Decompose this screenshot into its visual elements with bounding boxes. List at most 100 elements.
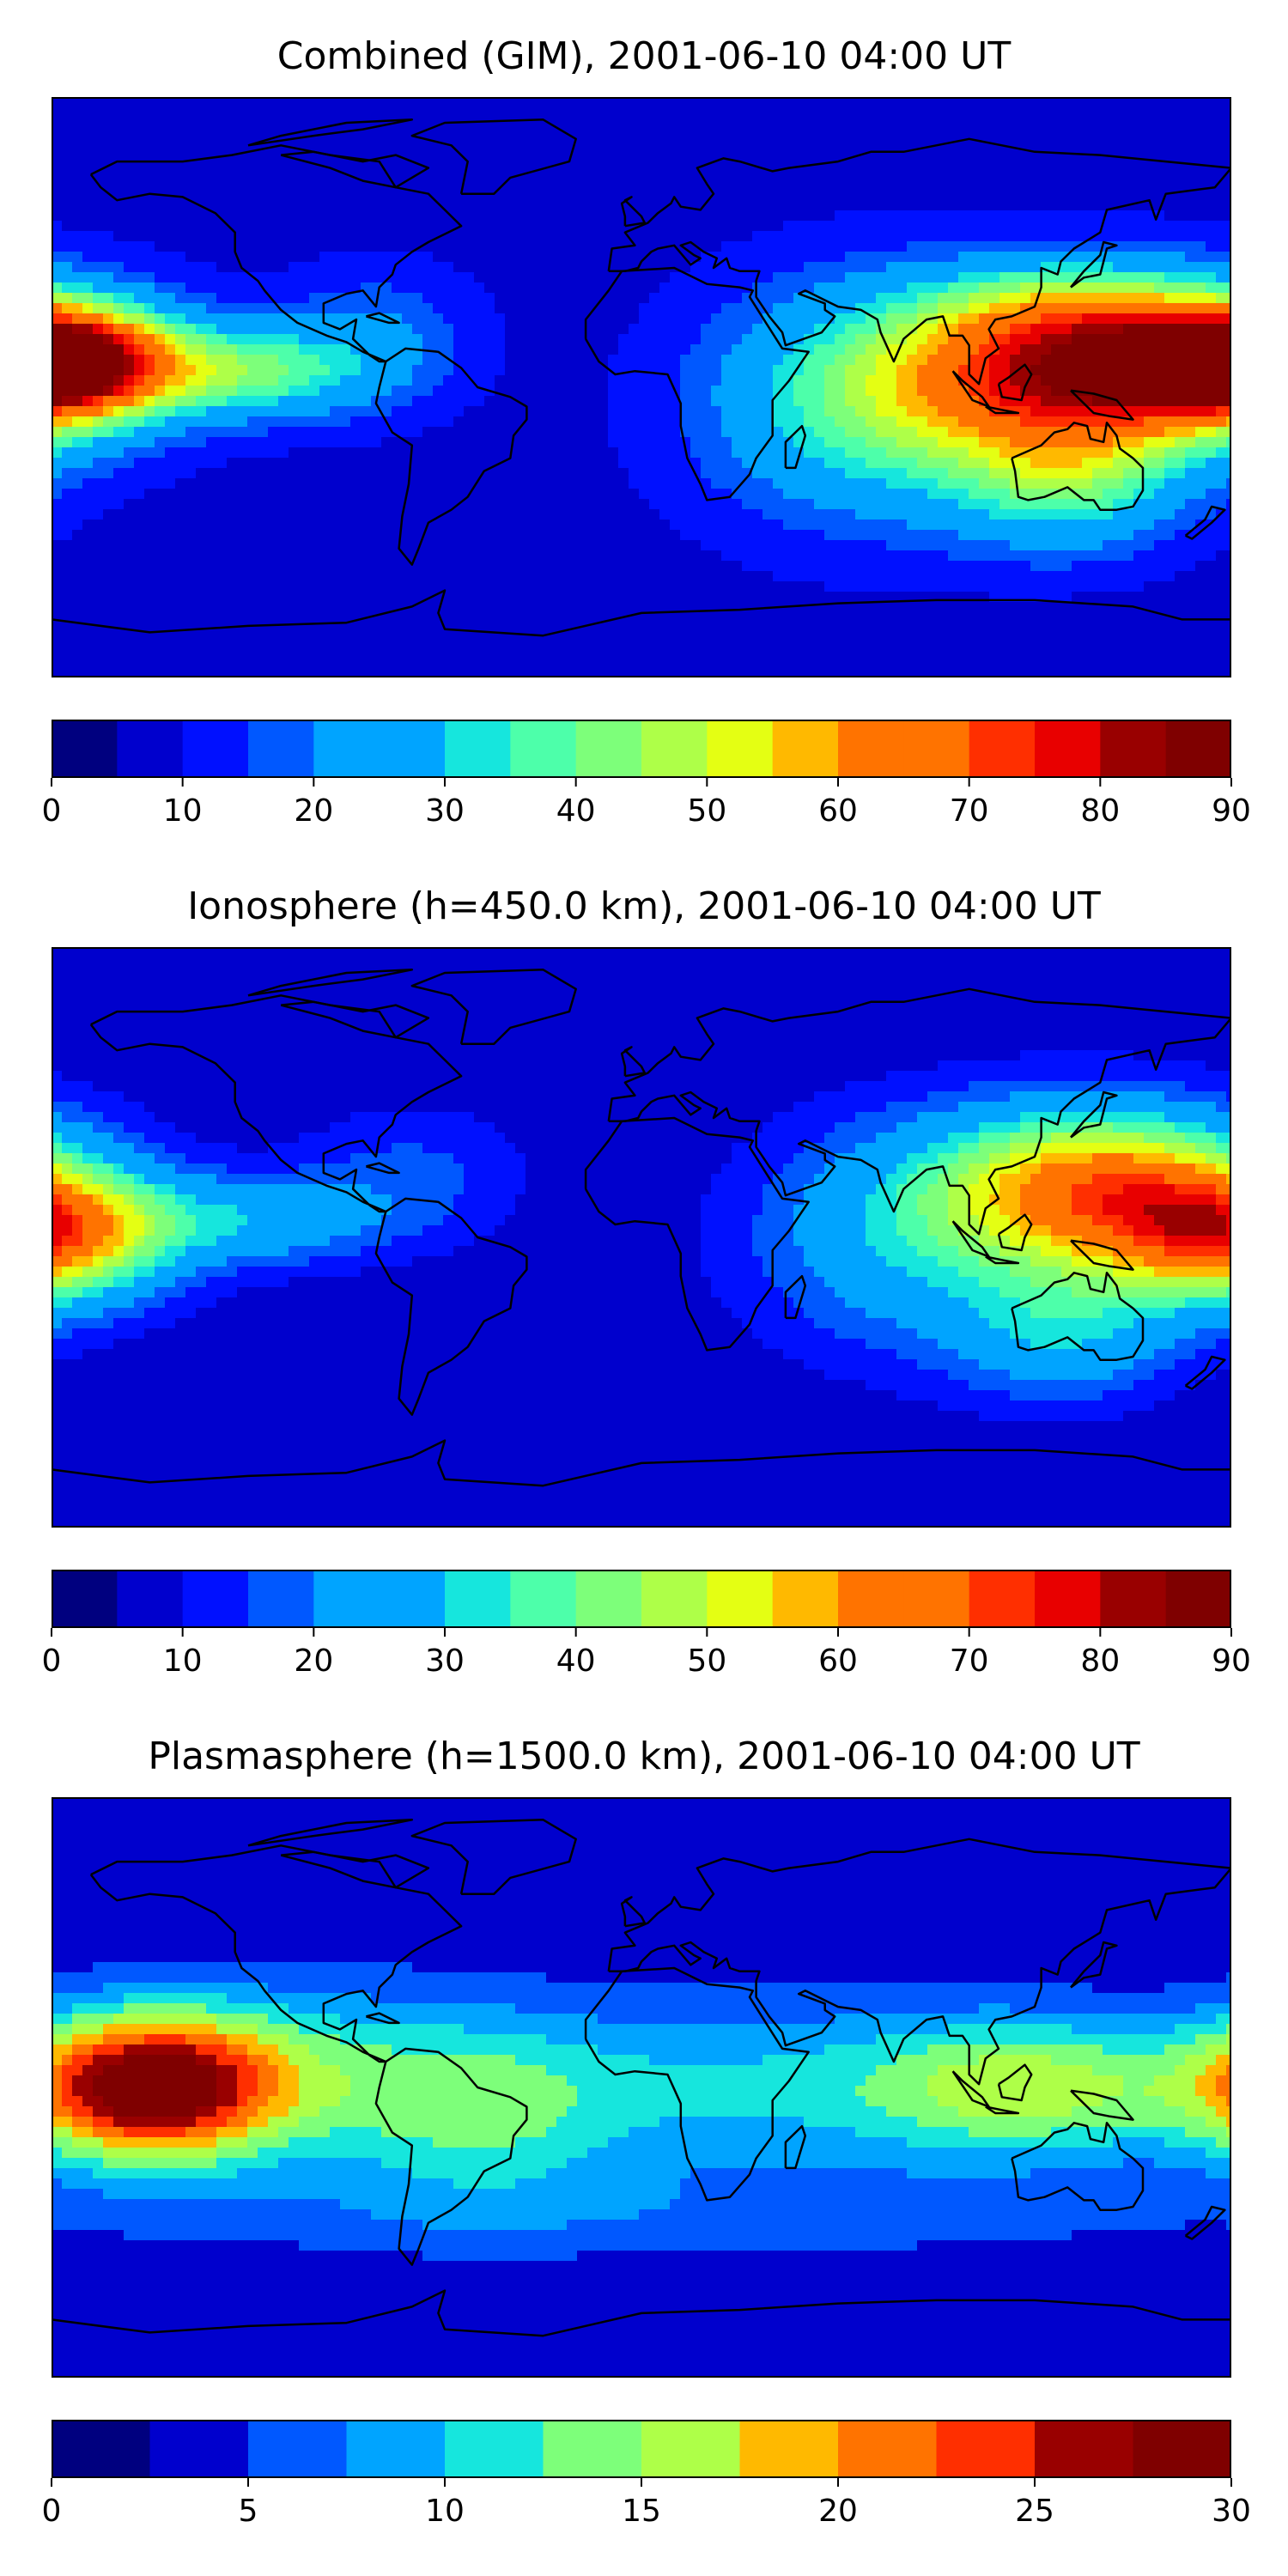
contour-cell [948, 458, 959, 469]
contour-cell [247, 468, 258, 479]
contour-cell [309, 262, 320, 273]
contour-cell [1175, 416, 1186, 428]
contour-cell [185, 262, 197, 273]
contour-cell [824, 138, 835, 149]
contour-cell [1133, 241, 1145, 252]
contour-cell [1072, 200, 1083, 211]
contour-cell [1061, 97, 1072, 108]
contour-cell [381, 210, 392, 222]
contour-cell [907, 499, 918, 510]
contour-cell [299, 530, 310, 541]
contour-cell [319, 107, 331, 118]
contour-cell [742, 221, 753, 232]
contour-cell [1123, 128, 1134, 139]
contour-cell [896, 375, 908, 386]
contour-cell [175, 138, 186, 149]
contour-cell [103, 396, 114, 407]
contour-cell [464, 499, 475, 510]
contour-cell [319, 386, 331, 397]
contour-cell [278, 540, 289, 551]
contour-cell [1020, 272, 1031, 283]
contour-cell [804, 313, 815, 325]
contour-cell [1082, 489, 1093, 500]
contour-cell [155, 118, 166, 129]
contour-cell [958, 468, 969, 479]
contour-cell [752, 519, 763, 531]
contour-cell [659, 406, 671, 417]
contour-cell [1030, 344, 1042, 355]
contour-cell [835, 190, 846, 201]
contour-cell [969, 499, 980, 510]
contour-cell [1061, 447, 1072, 459]
contour-cell [258, 386, 269, 397]
contour-cell [1113, 221, 1124, 232]
contour-cell [824, 344, 835, 355]
contour-cell [113, 499, 125, 510]
contour-cell [969, 159, 980, 170]
contour-cell [268, 530, 279, 541]
contour-cell [969, 221, 980, 232]
contour-cell [896, 416, 908, 428]
contour-cell [484, 519, 495, 531]
contour-cell [701, 499, 712, 510]
contour-cell [155, 97, 166, 108]
contour-cell [999, 128, 1011, 139]
contour-cell [917, 200, 928, 211]
contour-cell [526, 334, 537, 345]
contour-cell [103, 519, 114, 531]
contour-cell [793, 519, 805, 531]
contour-cell [422, 365, 434, 376]
contour-cell [639, 499, 650, 510]
contour-cell [1133, 355, 1145, 366]
contour-cell [443, 283, 454, 294]
contour-cell [783, 530, 794, 541]
contour-cell [608, 468, 619, 479]
contour-cell [196, 252, 207, 263]
contour-cell [958, 210, 969, 222]
contour-cell [1185, 416, 1196, 428]
contour-cell [1154, 118, 1165, 129]
contour-cell [866, 334, 877, 345]
contour-cell [876, 118, 887, 129]
contour-cell [938, 283, 949, 294]
contour-cell [216, 118, 228, 129]
contour-cell [371, 272, 382, 283]
contour-cell [124, 458, 135, 469]
contour-cell [701, 437, 712, 448]
contour-cell [556, 190, 568, 201]
contour-cell [793, 241, 805, 252]
contour-cell [969, 447, 980, 459]
contour-cell [556, 406, 568, 417]
contour-cell [1206, 447, 1217, 459]
contour-cell [62, 355, 73, 366]
contour-cell [185, 447, 197, 459]
contour-cell [742, 169, 753, 180]
contour-cell [1216, 324, 1227, 335]
contour-cell [701, 221, 712, 232]
contour-cell [1226, 128, 1231, 139]
contour-cell [690, 509, 702, 520]
contour-cell [340, 396, 351, 407]
contour-cell [639, 97, 650, 108]
contour-cell [103, 252, 114, 263]
contour-cell [567, 478, 578, 489]
contour-cell [752, 427, 763, 438]
contour-cell [556, 303, 568, 314]
contour-cell [165, 478, 176, 489]
contour-cell [443, 107, 454, 118]
contour-cell [1144, 252, 1155, 263]
contour-cell [52, 355, 63, 366]
contour-cell [237, 458, 248, 469]
contour-cell [495, 406, 506, 417]
contour-cell [979, 458, 990, 469]
contour-cell [258, 355, 269, 366]
contour-cell [1041, 416, 1052, 428]
contour-cell [484, 241, 495, 252]
contour-cell [278, 447, 289, 459]
contour-cell [866, 118, 877, 129]
contour-cell [721, 107, 732, 118]
contour-cell [268, 334, 279, 345]
contour-cell [340, 365, 351, 376]
contour-cell [1216, 406, 1227, 417]
contour-cell [103, 468, 114, 479]
